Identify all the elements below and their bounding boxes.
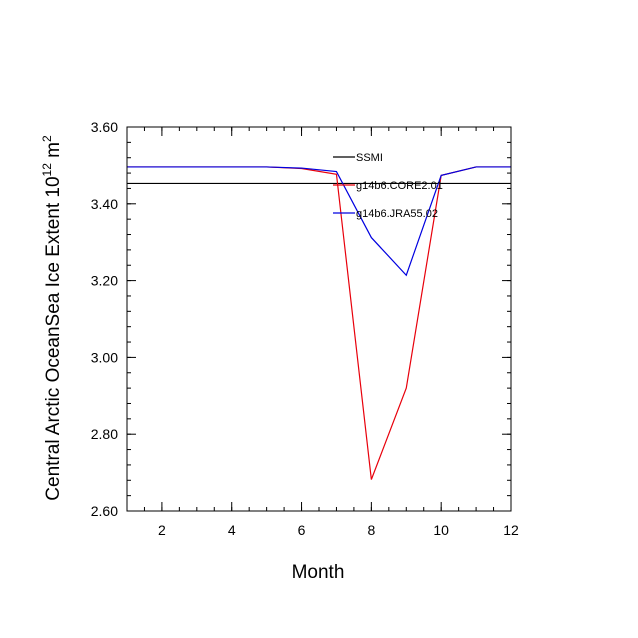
- y-axis-title-exponent: 12: [40, 163, 54, 177]
- x-tick-label: 8: [367, 522, 375, 538]
- legend-label: g14b6.JRA55.02: [356, 208, 438, 220]
- y-axis-title-unit: m: [43, 142, 64, 163]
- plot-frame: [126, 126, 512, 512]
- x-tick-label: 6: [298, 522, 306, 538]
- y-tick-label: 3.60: [91, 119, 118, 135]
- y-axis-title-unit-exponent: 2: [40, 135, 54, 142]
- legend: SSMI g14b6.CORE2.01 g14b6.JRA55.02: [333, 152, 443, 220]
- series-line-g14b6-jra55-02: [127, 166, 511, 277]
- y-tick-label: 2.60: [91, 503, 118, 519]
- y-axis-title-main: Central Arctic OceanSea Ice Extent 10: [43, 176, 64, 500]
- series-lines: [127, 166, 511, 480]
- x-tick-label: 10: [433, 522, 449, 538]
- y-tick-label: 2.80: [91, 426, 118, 442]
- major-ticks: [127, 126, 512, 512]
- y-tick-label: 3.20: [91, 273, 118, 289]
- x-tick-labels: 2 4 6 8 10 12: [158, 522, 519, 538]
- legend-label: SSMI: [356, 152, 383, 164]
- y-tick-label: 3.40: [91, 196, 118, 212]
- x-tick-label: 2: [158, 522, 166, 538]
- y-axis-title: Central Arctic OceanSea Ice Extent 1012 …: [40, 135, 64, 501]
- y-tick-label: 3.00: [91, 349, 118, 365]
- minor-ticks: [126, 126, 512, 512]
- y-tick-labels: 2.60 2.80 3.00 3.20 3.40 3.60: [91, 119, 118, 519]
- x-axis-title: Month: [292, 562, 345, 583]
- x-tick-label: 12: [503, 522, 519, 538]
- series-line-g14b6-core2-01: [127, 166, 511, 480]
- x-tick-label: 4: [228, 522, 236, 538]
- legend-label: g14b6.CORE2.01: [356, 180, 443, 192]
